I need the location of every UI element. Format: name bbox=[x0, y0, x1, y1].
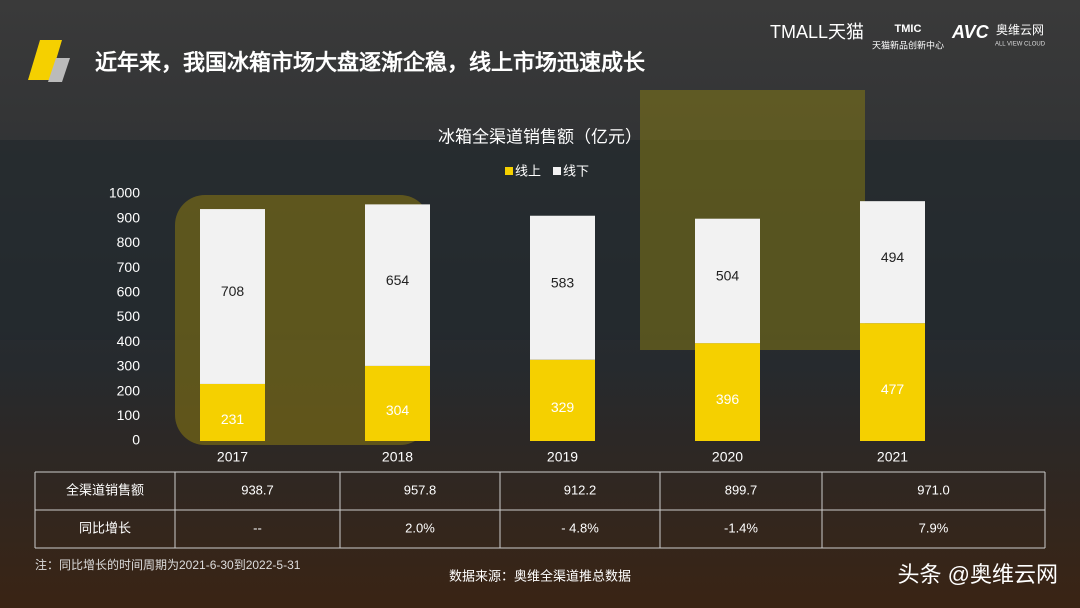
y-tick-label: 100 bbox=[117, 407, 141, 423]
x-tick-label: 2018 bbox=[382, 449, 413, 465]
legend-swatch bbox=[505, 167, 513, 175]
table: 全渠道销售额 938.7 957.8 912.2 899.7 971.0 同比增长 -- 2.0… bbox=[34, 471, 1046, 549]
table-cell: 2.0% bbox=[405, 520, 435, 535]
value-label: 304 bbox=[386, 402, 410, 418]
logo: TMIC bbox=[895, 23, 922, 35]
table-cell: -- bbox=[253, 520, 262, 535]
y-tick-label: 200 bbox=[117, 382, 141, 398]
table-cell: 957.8 bbox=[404, 482, 437, 497]
title-icon bbox=[48, 58, 70, 82]
legend-label: 线下 bbox=[563, 163, 589, 178]
y-tick-label: 700 bbox=[117, 259, 141, 275]
y-tick-label: 500 bbox=[117, 308, 141, 324]
y-tick-label: 400 bbox=[117, 333, 141, 349]
row-header: 同比增长 bbox=[79, 520, 131, 535]
value-label: 708 bbox=[221, 283, 245, 299]
value-label: 654 bbox=[386, 272, 410, 288]
bar-segment bbox=[200, 209, 265, 384]
chart-title: 冰箱全渠道销售额（亿元） bbox=[438, 127, 642, 146]
logo: TMALL天猫 bbox=[770, 22, 864, 42]
y-tick-label: 800 bbox=[117, 234, 141, 250]
bar-segment bbox=[200, 383, 265, 441]
x-tick-label: 2019 bbox=[547, 449, 578, 465]
value-label: 396 bbox=[716, 391, 740, 407]
row-header: 全渠道销售额 bbox=[66, 482, 144, 497]
value-label: 231 bbox=[221, 411, 245, 427]
y-tick-label: 1000 bbox=[109, 185, 140, 201]
table-cell: 971.0 bbox=[917, 482, 950, 497]
y-tick-label: 300 bbox=[117, 358, 141, 374]
y-tick-label: 0 bbox=[132, 432, 140, 448]
title-icon bbox=[28, 40, 62, 80]
table-cell: 7.9% bbox=[919, 520, 949, 535]
value-label: 329 bbox=[551, 399, 575, 415]
bar-segment bbox=[695, 343, 760, 441]
bar-segment bbox=[695, 218, 760, 344]
bar-segment bbox=[530, 359, 595, 441]
value-label: 504 bbox=[716, 268, 740, 284]
bar-segment bbox=[530, 215, 595, 360]
slide-title: 近年来，我国冰箱市场大盘逐渐企稳，线上市场迅速成长 bbox=[95, 50, 646, 75]
bar-segment bbox=[860, 323, 925, 441]
logo: 奥维云网 bbox=[996, 23, 1044, 37]
value-label: 477 bbox=[881, 381, 905, 397]
table-cell: 938.7 bbox=[241, 482, 274, 497]
bar-segment bbox=[860, 201, 925, 324]
source: 数据来源：奥维全渠道推总数据 bbox=[449, 568, 631, 583]
watermark: 头条 @奥维云网 bbox=[898, 562, 1058, 587]
logo: 天猫新品创新中心 bbox=[872, 39, 944, 50]
table-cell: 899.7 bbox=[725, 482, 758, 497]
table-cell: 912.2 bbox=[564, 482, 597, 497]
x-tick-label: 2020 bbox=[712, 449, 743, 465]
x-tick-label: 2021 bbox=[877, 449, 908, 465]
value-label: 583 bbox=[551, 274, 575, 290]
bar-segment bbox=[365, 204, 430, 366]
x-tick-label: 2017 bbox=[217, 449, 248, 465]
footnote: 注：同比增长的时间周期为2021-6-30到2022-5-31 bbox=[35, 557, 301, 572]
logo: ALL VIEW CLOUD bbox=[995, 42, 1046, 48]
legend-label: 线上 bbox=[515, 163, 541, 178]
bar-segment bbox=[365, 365, 430, 441]
table-cell: -1.4% bbox=[724, 520, 758, 535]
y-tick-label: 600 bbox=[117, 284, 141, 300]
table-cell: - 4.8% bbox=[561, 520, 599, 535]
logo: AVC bbox=[951, 22, 990, 42]
value-label: 494 bbox=[881, 249, 905, 265]
y-tick-label: 900 bbox=[117, 209, 141, 225]
legend-swatch bbox=[553, 167, 561, 175]
